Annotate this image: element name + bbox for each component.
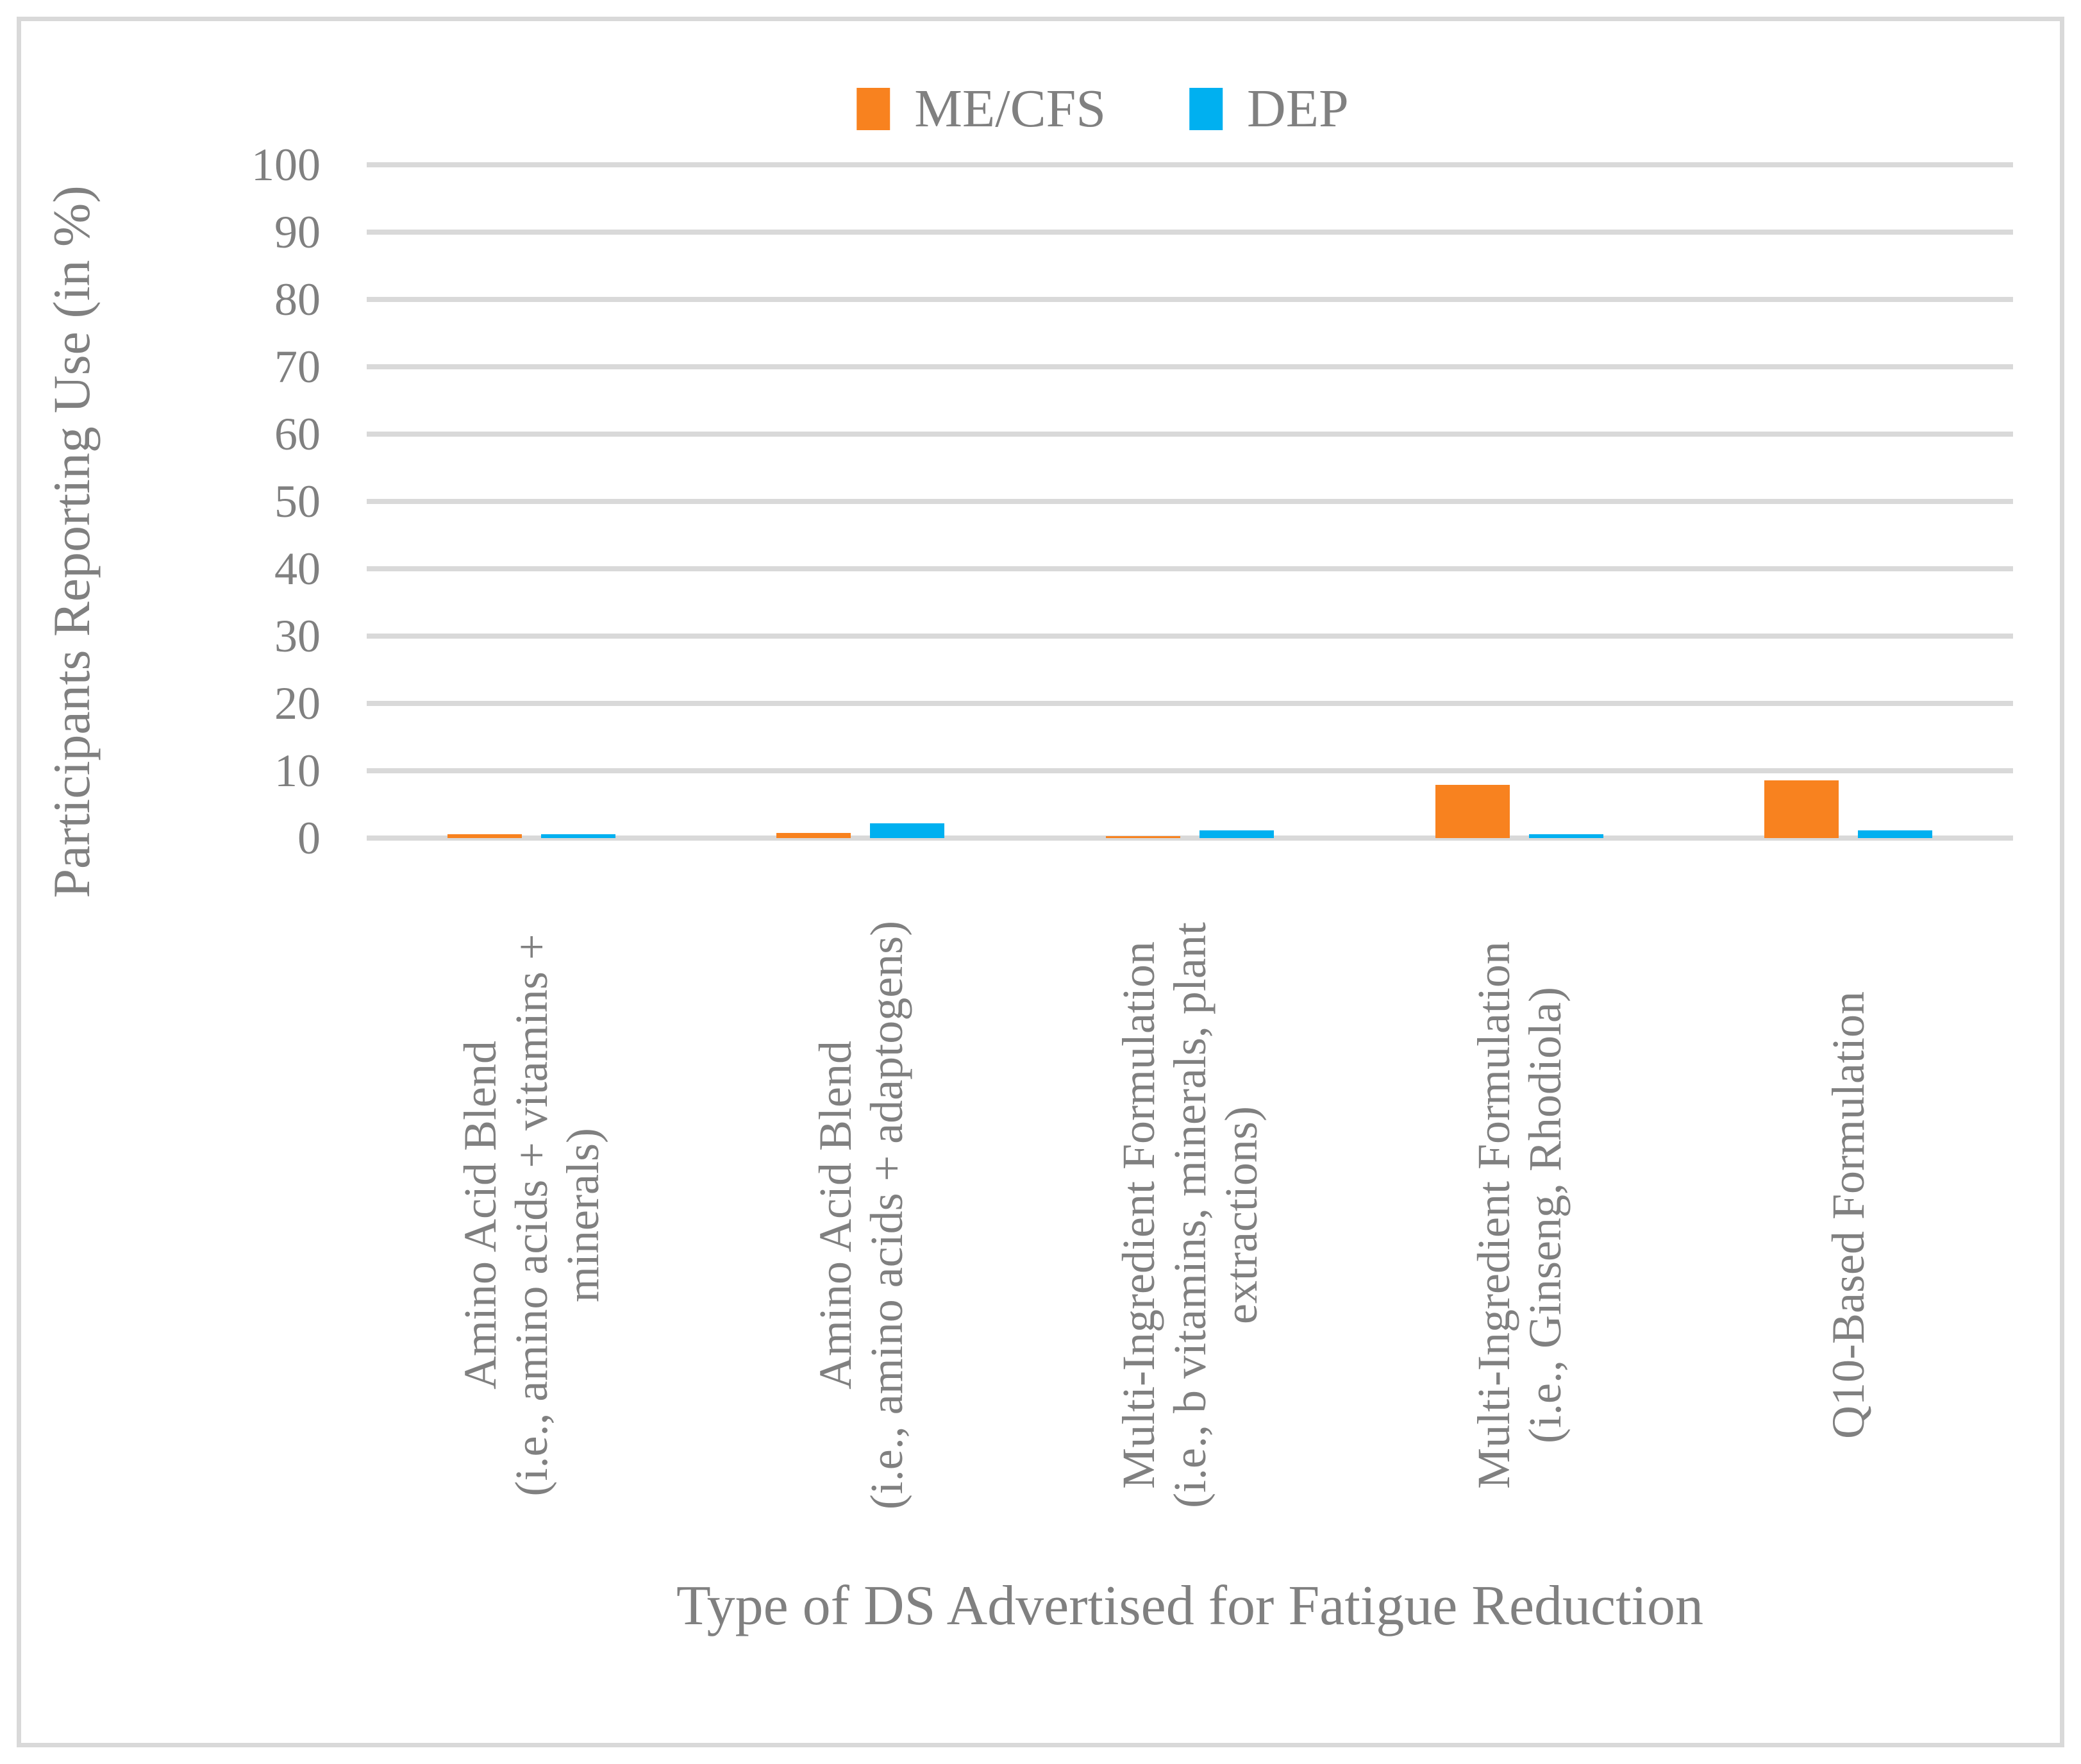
legend-swatch-me-cfs — [857, 88, 890, 130]
legend-item-me-cfs: ME/CFS — [857, 82, 1106, 136]
bar-me-cfs-category-1 — [447, 834, 522, 838]
legend-item-dep: DEP — [1189, 82, 1349, 136]
gridline-90 — [367, 230, 2013, 235]
gridline-100 — [367, 162, 2013, 167]
y-tick-label-100: 100 — [251, 139, 321, 190]
gridline-80 — [367, 297, 2013, 302]
bar-me-cfs-category-2 — [776, 832, 851, 838]
gridline-50 — [367, 499, 2013, 504]
category-label-line: Amino Acid Blend — [454, 1041, 506, 1390]
category-label-3: Multi-Ingredient Formulation (i.e., b vit… — [1025, 859, 1355, 1571]
legend: ME/CFS DEP — [857, 82, 1349, 136]
legend-label: DEP — [1247, 79, 1349, 139]
gridline-20 — [367, 701, 2013, 706]
x-axis-title: Type of DS Advertised for Fatigue Reduct… — [676, 1575, 1704, 1637]
y-tick-label-70: 70 — [274, 341, 321, 392]
bar-dep-category-4 — [1528, 834, 1603, 838]
gridline-60 — [367, 432, 2013, 437]
y-axis-title: Participants Reporting Use (in %) — [42, 185, 101, 898]
y-tick-label-90: 90 — [274, 206, 321, 258]
category-label-2: Amino Acid Blend (i.e., amino acids + ada… — [696, 859, 1026, 1571]
category-label-line: Multi-Ingredient Formulation — [1467, 941, 1519, 1489]
category-label-line: Multi-Ingredient Formulation — [1112, 941, 1164, 1489]
category-label-line: (i.e., amino acids + adaptogens) — [860, 920, 912, 1510]
y-tick-label-30: 30 — [274, 610, 321, 662]
y-tick-label-10: 10 — [274, 745, 321, 796]
category-label-line: (i.e., amino acids + vitamins + — [505, 934, 557, 1497]
legend-label: ME/CFS — [914, 79, 1107, 139]
y-tick-label-0: 0 — [297, 812, 321, 864]
category-label-line: Q10-Based Formulation — [1823, 991, 1875, 1439]
category-label-text: Q10-Based Formulation — [1684, 859, 2013, 1571]
category-label-text: Multi-Ingredient Formulation (i.e., Ginse… — [1355, 859, 1684, 1571]
category-label-line: Amino Acid Blend — [809, 1041, 861, 1390]
bar-dep-category-2 — [870, 823, 945, 838]
gridline-30 — [367, 634, 2013, 639]
bar-dep-category-3 — [1199, 830, 1274, 838]
bar-dep-category-5 — [1858, 830, 1933, 838]
y-tick-label-20: 20 — [274, 678, 321, 729]
y-tick-label-50: 50 — [274, 476, 321, 527]
y-tick-label-40: 40 — [274, 543, 321, 594]
gridline-10 — [367, 768, 2013, 773]
legend-swatch-dep — [1189, 88, 1223, 130]
category-label-line: (i.e., Ginseng, Rhodiola) — [1519, 987, 1571, 1443]
y-tick-label-80: 80 — [274, 274, 321, 325]
category-label-line: (i.e., b vitamins, minerals, plant — [1164, 922, 1216, 1508]
bar-dep-category-1 — [540, 834, 615, 838]
category-label-4: Multi-Ingredient Formulation (i.e., Ginse… — [1355, 859, 1684, 1571]
gridline-70 — [367, 364, 2013, 369]
bar-me-cfs-category-5 — [1764, 780, 1839, 838]
category-label-text: Amino Acid Blend (i.e., amino acids + vit… — [367, 859, 696, 1571]
category-label-line: extractions) — [1215, 1106, 1267, 1324]
bar-me-cfs-category-4 — [1435, 785, 1510, 838]
gridline-40 — [367, 566, 2013, 571]
y-tick-label-60: 60 — [274, 408, 321, 460]
category-label-5: Q10-Based Formulation — [1684, 859, 2013, 1571]
figure-border — [17, 17, 2064, 1747]
bar-me-cfs-category-3 — [1106, 836, 1180, 838]
category-label-1: Amino Acid Blend (i.e., amino acids + vit… — [367, 859, 696, 1571]
category-label-line: minerals) — [556, 1128, 608, 1302]
category-label-text: Amino Acid Blend (i.e., amino acids + ada… — [696, 859, 1026, 1571]
category-label-text: Multi-Ingredient Formulation (i.e., b vit… — [1025, 859, 1355, 1571]
x-axis-line — [367, 836, 2013, 841]
